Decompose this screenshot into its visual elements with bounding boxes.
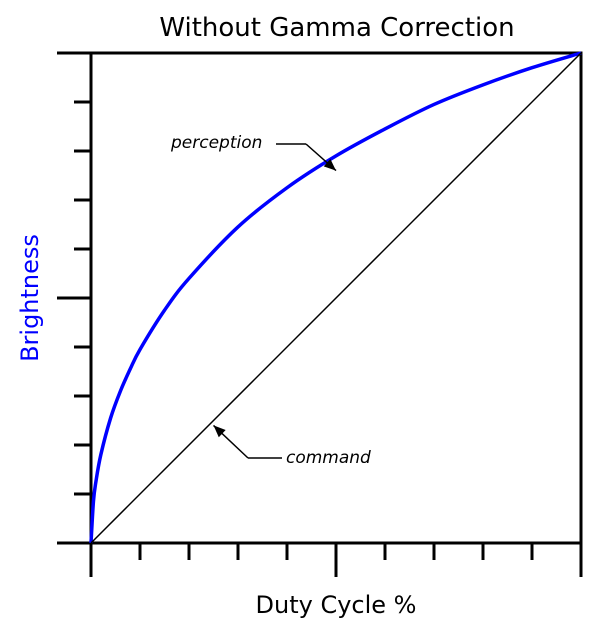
x-axis-label: Duty Cycle % xyxy=(256,591,417,619)
annotations: perception command xyxy=(170,133,371,468)
annotation-command: command xyxy=(286,448,371,468)
series-line-perception xyxy=(89,51,582,544)
series-line-command xyxy=(90,52,582,544)
annotation-perception-arrowhead xyxy=(323,158,336,171)
annotation-perception: perception xyxy=(170,133,262,153)
y-axis-label: Brightness xyxy=(16,234,44,362)
annotation-command-arrowhead xyxy=(213,425,226,438)
tick-marks xyxy=(57,51,583,577)
series-lines xyxy=(89,51,582,544)
chart-title: Without Gamma Correction xyxy=(159,13,514,43)
